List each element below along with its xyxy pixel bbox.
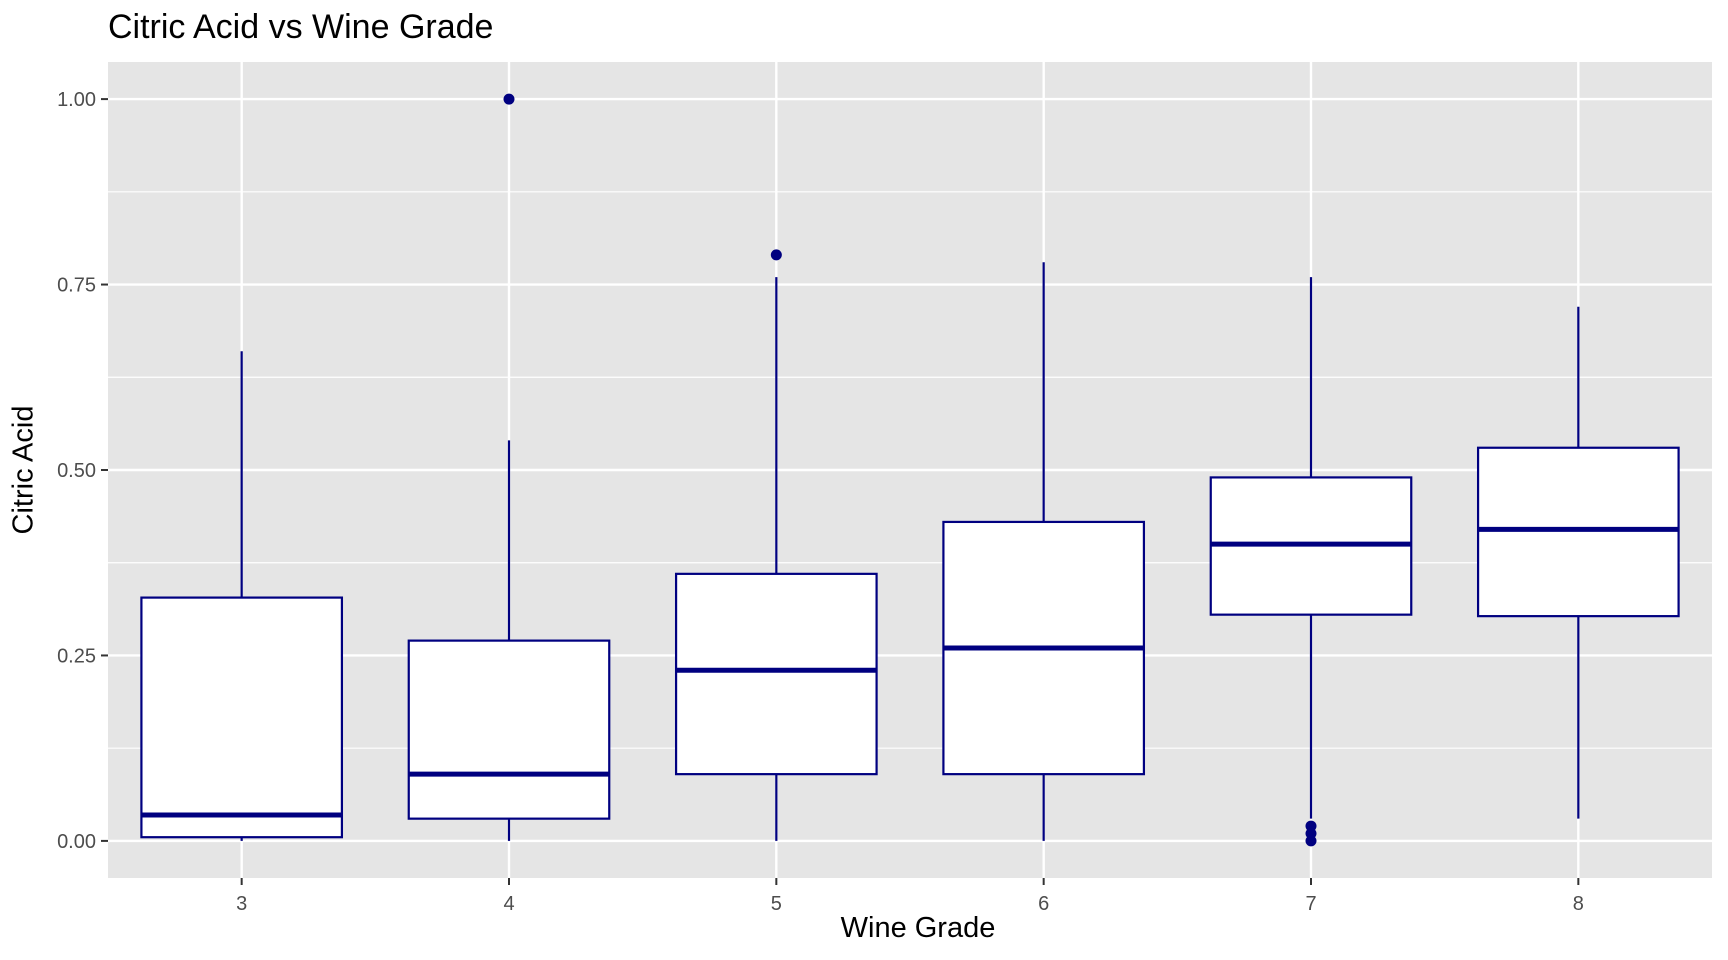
outlier-point [503,93,515,105]
y-tick-label: 0.75 [57,275,96,297]
x-tick-label: 7 [1305,893,1316,915]
x-tick-label: 3 [236,893,247,915]
chart-title: Citric Acid vs Wine Grade [108,8,494,46]
x-axis-label: Wine Grade [840,912,996,944]
y-tick-label: 1.00 [57,89,96,111]
box [407,639,611,820]
box [140,596,344,839]
box [674,572,878,776]
x-tick-label: 8 [1573,893,1584,915]
outlier-point [1305,820,1317,832]
y-tick-label: 0.50 [57,460,96,482]
y-tick-label: 0.00 [57,831,96,853]
x-tick-label: 5 [771,893,782,915]
x-tick-label: 4 [503,893,514,915]
box [1476,446,1680,618]
outlier-point [770,249,782,261]
y-axis-label: Citric Acid [7,405,40,535]
x-tick-label: 6 [1038,893,1049,915]
y-tick-label: 0.25 [57,645,96,667]
